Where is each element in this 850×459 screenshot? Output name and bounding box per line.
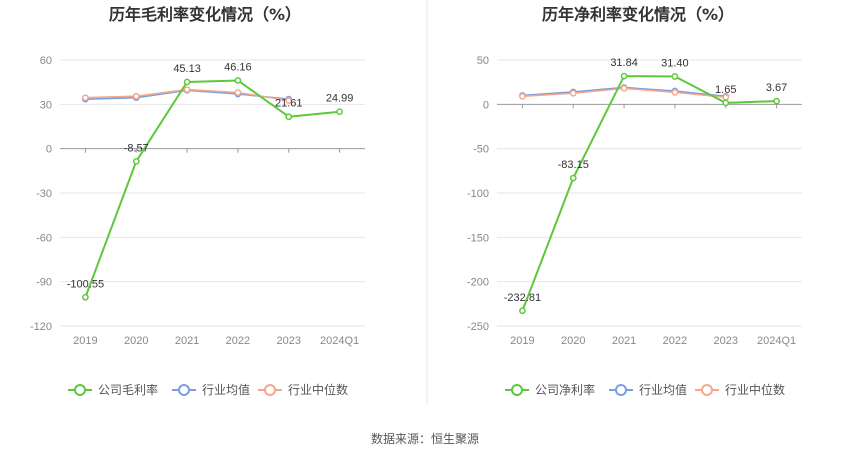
legend-marker <box>74 384 86 396</box>
legend-marker <box>615 384 627 396</box>
legend-label: 公司净利率 <box>535 382 595 397</box>
median-data-point <box>620 85 628 92</box>
y-tick-label: -30 <box>36 188 52 200</box>
company-data-point <box>82 293 89 301</box>
data-label: 1.65 <box>715 84 736 96</box>
x-tick-label: 2024Q1 <box>320 335 359 347</box>
chart-title: 历年净利率变化情况（%） <box>542 5 734 24</box>
y-tick-label: -50 <box>473 144 489 156</box>
y-tick-label: 30 <box>40 99 52 111</box>
y-tick-label: 60 <box>40 55 52 67</box>
company-data-point <box>569 174 577 182</box>
y-tick-label: 0 <box>46 144 52 156</box>
company-data-point <box>336 108 343 116</box>
median-data-point <box>285 97 293 104</box>
company-data-point <box>183 78 191 86</box>
net-margin-chart: 历年净利率变化情况（%） 50 0 -50 -100 -150 -200 -250 2019 20… <box>467 5 802 397</box>
company-data-point <box>773 97 780 105</box>
company-data-point <box>132 157 140 165</box>
y-tick-label: -200 <box>467 277 489 289</box>
data-label: -83.15 <box>558 159 589 171</box>
legend-label: 行业中位数 <box>725 382 785 397</box>
company-data-point <box>234 77 242 84</box>
source-text: 数据来源：恒生聚源 <box>371 431 479 446</box>
x-tick-label: 2023 <box>714 335 738 347</box>
x-tick-label: 2019 <box>510 335 534 347</box>
gross-margin-chart: 历年毛利率变化情况（%） 60 30 0 -30 -60 -90 -120 2019 2020 20… <box>30 5 365 397</box>
legend-marker <box>701 384 713 396</box>
company-data-point <box>671 73 679 80</box>
data-label: 31.84 <box>610 57 638 69</box>
x-tick-label: 2019 <box>73 335 97 347</box>
legend-label: 行业均值 <box>202 382 250 397</box>
company-data-point <box>519 307 526 315</box>
x-tick-label: 2021 <box>175 335 199 347</box>
y-tick-label: -120 <box>30 321 52 333</box>
data-label: -8.57 <box>124 142 149 154</box>
x-tick-label: 2022 <box>663 335 687 347</box>
y-tick-label: 50 <box>477 55 489 67</box>
legend-marker <box>264 384 276 396</box>
y-tick-label: -90 <box>36 277 52 289</box>
company-data-point <box>620 72 628 80</box>
y-tick-label: 0 <box>483 99 489 111</box>
y-tick-label: -150 <box>467 232 489 244</box>
median-data-point <box>183 86 191 93</box>
data-label: 31.40 <box>661 57 689 69</box>
company-series-line <box>84 79 340 298</box>
legend-label: 行业中位数 <box>288 382 348 397</box>
median-data-point <box>132 92 140 100</box>
data-label: -100.55 <box>67 278 104 290</box>
data-label: 45.13 <box>173 63 201 75</box>
data-label: 3.67 <box>766 82 787 94</box>
median-data-point <box>82 94 89 102</box>
company-data-point <box>722 99 730 107</box>
chart-title: 历年毛利率变化情况（%） <box>109 5 301 24</box>
x-tick-label: 2023 <box>277 335 301 347</box>
y-tick-label: -250 <box>467 321 489 333</box>
data-label: 24.99 <box>326 93 354 105</box>
x-tick-label: 2022 <box>226 335 250 347</box>
company-data-point <box>285 113 293 121</box>
x-tick-label: 2021 <box>612 335 636 347</box>
company-series-line <box>521 75 777 312</box>
data-label: 46.16 <box>224 61 252 73</box>
legend-label: 行业均值 <box>639 382 687 397</box>
median-data-point <box>234 89 242 96</box>
data-label: 21.61 <box>275 98 303 110</box>
x-tick-label: 2024Q1 <box>757 335 796 347</box>
x-tick-label: 2020 <box>561 335 585 347</box>
y-tick-label: -100 <box>467 188 489 200</box>
x-tick-label: 2020 <box>124 335 148 347</box>
legend-marker <box>511 384 523 396</box>
legend-label: 公司毛利率 <box>98 382 158 397</box>
data-label: -232.81 <box>504 292 541 304</box>
y-tick-label: -60 <box>36 232 52 244</box>
legend-marker <box>178 384 190 396</box>
median-data-point <box>519 93 526 100</box>
median-data-point <box>671 89 679 96</box>
median-data-point <box>569 89 577 97</box>
